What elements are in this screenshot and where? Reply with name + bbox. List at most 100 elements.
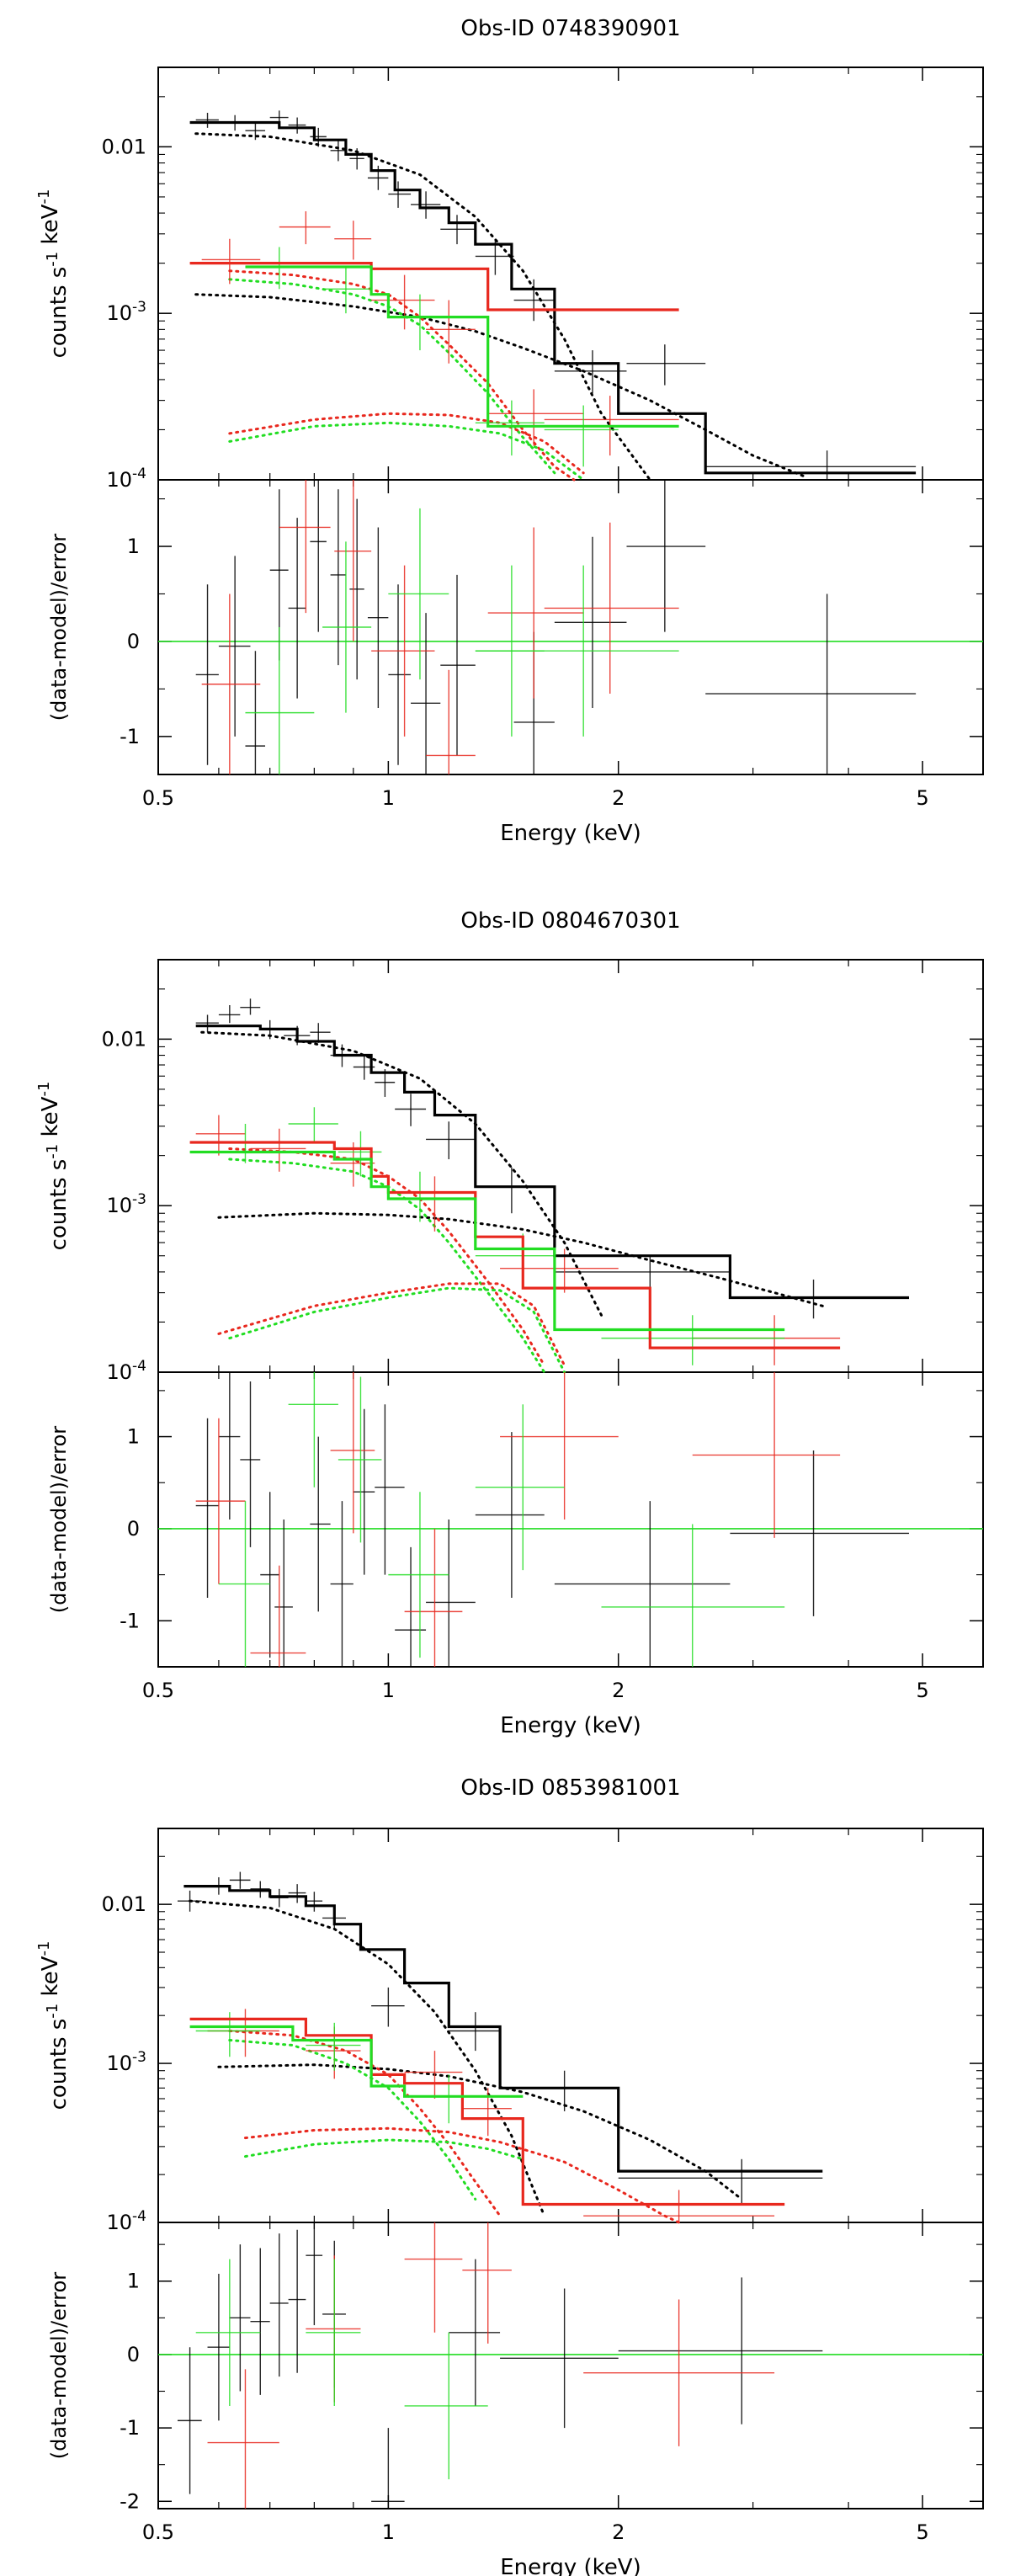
residual-point-black: [367, 527, 389, 708]
model-component-black: [194, 132, 651, 482]
data-point-green: [601, 1315, 785, 1365]
res-y-tick-label: 0: [127, 1517, 140, 1541]
data-point-black: [330, 140, 346, 162]
top-panel-frame: [157, 67, 984, 481]
residual-point-green: [388, 508, 449, 680]
data-point-black: [218, 1005, 241, 1024]
data-point-black: [310, 127, 327, 147]
model-component-red: [244, 2126, 681, 2224]
data-point-black: [554, 1255, 731, 1293]
y-tick-exponent: -3: [132, 299, 146, 316]
x-tick-label: 0.5: [142, 2520, 174, 2544]
residual-point-black: [730, 1450, 909, 1616]
x-tick-label: 5: [916, 2520, 928, 2544]
data-point-red: [583, 2190, 775, 2222]
residual-point-black: [554, 1501, 731, 1667]
data-point-black: [245, 122, 266, 141]
ylabel-part: keV: [38, 1956, 63, 2003]
x-axis-label: Energy (keV): [500, 1713, 641, 1738]
residual-point-red: [462, 2222, 512, 2344]
x-axis-label: Energy (keV): [500, 2555, 641, 2576]
residual-point-black: [274, 1520, 293, 1667]
residual-point-black: [207, 2274, 230, 2421]
residual-point-green: [404, 2332, 488, 2480]
top-panel-frame: [157, 959, 984, 1373]
residual-point-black: [240, 1381, 261, 1547]
y-tick-label: 0.01: [102, 1892, 146, 1916]
data-point-black: [388, 181, 412, 208]
x-tick-label: 2: [612, 1679, 625, 1702]
ylabel-part: s: [46, 1159, 72, 1178]
x-tick-label: 2: [612, 2520, 625, 2544]
residual-point-black: [310, 1436, 331, 1612]
data-point-black: [269, 1888, 289, 1908]
y-tick-label: 10-4: [107, 2208, 147, 2234]
data-point-black: [288, 117, 306, 134]
data-point-black: [349, 148, 364, 170]
model-component-green: [228, 421, 585, 482]
data-point-red: [404, 1176, 463, 1232]
ylabel-exponent: -1: [44, 252, 61, 267]
data-point-black: [426, 1121, 476, 1160]
res-y-tick-label: 0: [127, 2343, 140, 2366]
residual-point-red: [426, 669, 476, 774]
data-point-black: [440, 215, 476, 245]
residual-point-red: [279, 480, 331, 614]
residual-point-black: [554, 536, 627, 708]
residual-point-black: [260, 1492, 279, 1658]
residual-point-green: [245, 627, 315, 774]
residual-point-black: [310, 480, 327, 632]
residual-point-red: [500, 1372, 619, 1520]
data-point-black: [306, 1892, 323, 1912]
y-tick-label: 0.01: [102, 1027, 146, 1051]
res-y-tick-label: -1: [120, 1609, 140, 1632]
x-tick-label: 1: [382, 2520, 395, 2544]
residual-point-black: [500, 2288, 619, 2429]
residual-panel-frame: [157, 2222, 984, 2509]
chart-panel-3: Obs-ID 0853981001 0.5 1 2 5 Energy (keV) 0.01 1…: [35, 1775, 984, 2576]
step-model-red: [189, 1141, 841, 1349]
residual-point-black: [411, 613, 441, 774]
residual-point-black: [229, 2244, 251, 2392]
residual-point-green: [306, 2259, 361, 2406]
residual-point-red: [404, 1528, 463, 1667]
residual-point-green: [601, 1524, 785, 1667]
data-point-red: [334, 221, 372, 260]
model-component-green: [228, 2039, 477, 2201]
y-tick-label: 0.01: [102, 135, 146, 158]
residual-point-black: [371, 2428, 405, 2509]
residual-point-green: [195, 2259, 261, 2406]
residual-point-red: [207, 2369, 279, 2509]
data-point-red: [692, 1315, 841, 1365]
y-tick-label: 10-3: [107, 2049, 147, 2075]
res-y-tick-label: 1: [127, 535, 140, 558]
residual-point-red: [692, 1372, 841, 1538]
residual-point-green: [322, 541, 372, 713]
residual-point-green: [288, 1372, 338, 1488]
step-model-black: [189, 120, 917, 475]
data-point-black: [195, 113, 219, 128]
residual-point-black: [388, 584, 412, 765]
residual-point-black: [449, 2259, 501, 2406]
x-tick-label: 5: [916, 786, 928, 810]
ylabel-exponent: -1: [35, 189, 53, 205]
res-y-tick-label: 1: [127, 1425, 140, 1449]
residual-panel-frame: [157, 1371, 984, 1668]
data-point-black: [177, 1890, 202, 1912]
y-axis-label-residuals: (data-model)/error: [47, 534, 71, 721]
residual-point-black: [250, 2248, 270, 2395]
ylabel-exponent: -1: [35, 1941, 53, 1956]
data-point-red: [487, 389, 584, 446]
data-point-red: [371, 274, 435, 330]
model-component-red: [228, 1147, 546, 1367]
data-point-green: [288, 1107, 338, 1142]
data-point-black: [195, 1014, 219, 1033]
residual-point-red: [404, 2222, 463, 2333]
data-point-green: [388, 1171, 449, 1222]
data-point-black: [554, 350, 627, 394]
residual-point-black: [330, 489, 346, 666]
residual-point-black: [177, 2347, 202, 2494]
data-point-red: [195, 1115, 246, 1156]
y-axis-label-counts: counts s-1 keV-1: [35, 1082, 72, 1251]
model-component-green: [228, 278, 556, 475]
